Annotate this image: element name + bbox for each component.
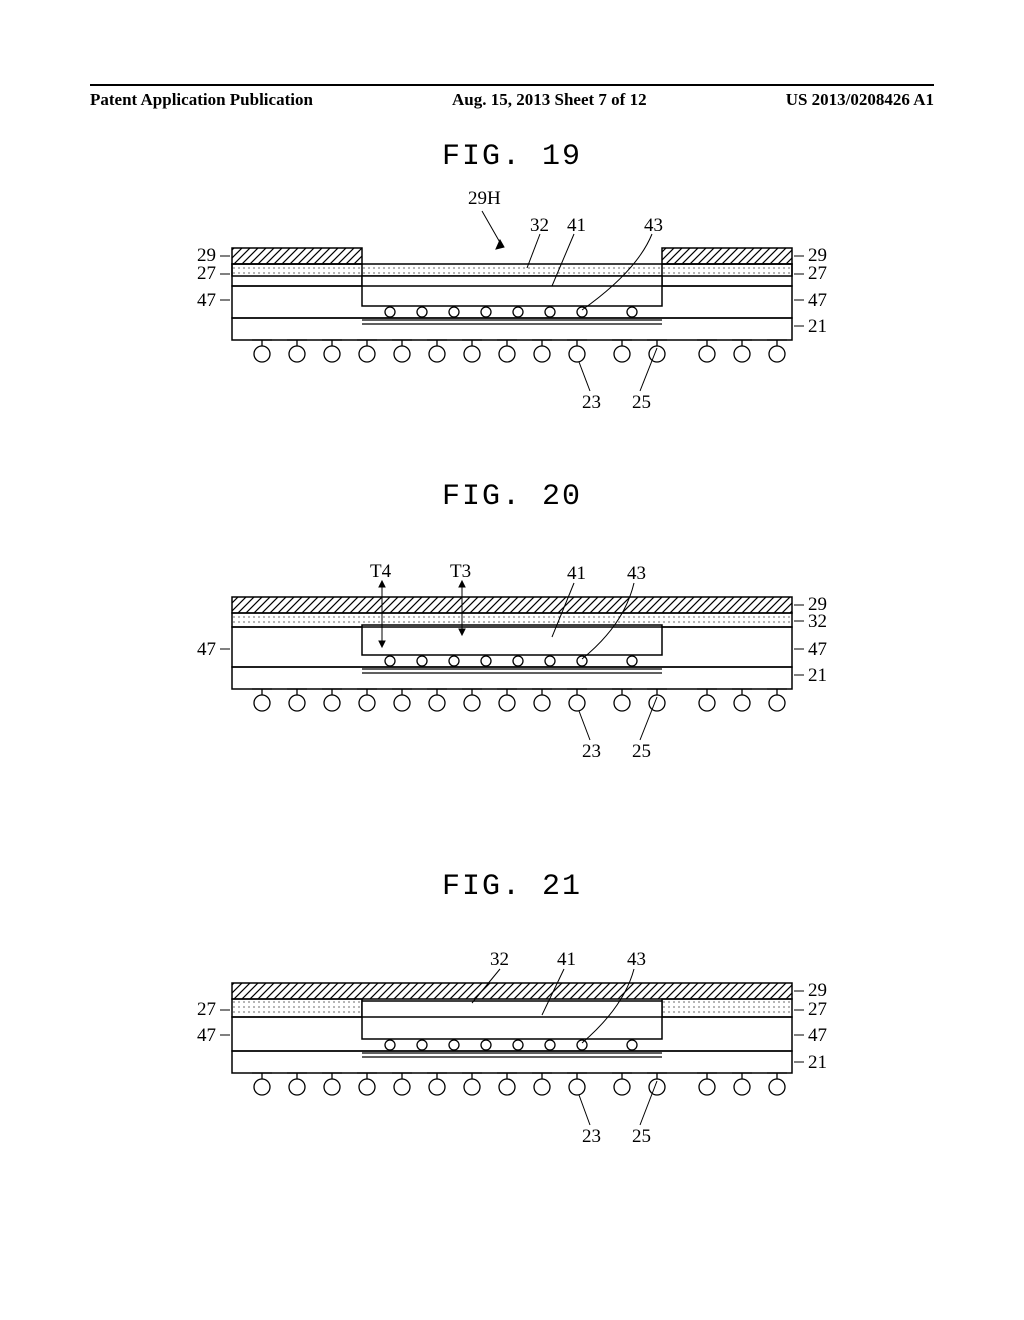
svg-text:43: 43 <box>627 949 646 970</box>
svg-text:47: 47 <box>808 639 827 660</box>
svg-text:21: 21 <box>808 1052 827 1073</box>
fig21-diagram: 32 41 43 27 47 29 27 47 21 23 25 <box>112 945 912 1155</box>
page-header: Patent Application Publication Aug. 15, … <box>90 84 934 110</box>
svg-text:27: 27 <box>197 999 216 1020</box>
svg-text:T3: T3 <box>450 561 471 582</box>
fig19-diagram: 29H 32 41 43 29 27 47 29 27 47 21 23 25 <box>112 186 912 416</box>
svg-text:25: 25 <box>632 1126 651 1147</box>
svg-text:23: 23 <box>582 1126 601 1147</box>
header-right: US 2013/0208426 A1 <box>786 90 934 110</box>
svg-text:43: 43 <box>627 563 646 584</box>
header-left: Patent Application Publication <box>90 90 313 110</box>
label-r21: 21 <box>808 316 827 337</box>
svg-text:47: 47 <box>808 1025 827 1046</box>
label-29H: 29H <box>468 188 501 209</box>
label-43: 43 <box>644 215 663 236</box>
svg-text:21: 21 <box>808 665 827 686</box>
bumps-43 <box>385 307 637 317</box>
label-32: 32 <box>530 215 549 236</box>
label-l27: 27 <box>197 263 216 284</box>
header-center: Aug. 15, 2013 Sheet 7 of 12 <box>452 90 647 110</box>
svg-text:27: 27 <box>808 999 827 1020</box>
label-23: 23 <box>582 392 601 413</box>
svg-text:32: 32 <box>490 949 509 970</box>
label-25: 25 <box>632 392 651 413</box>
svg-text:29: 29 <box>808 980 827 1001</box>
svg-text:23: 23 <box>582 741 601 762</box>
svg-text:41: 41 <box>557 949 576 970</box>
fig19-title: FIG. 19 <box>0 140 1024 174</box>
svg-text:47: 47 <box>197 1025 216 1046</box>
svg-text:47: 47 <box>197 639 216 660</box>
label-r47: 47 <box>808 290 827 311</box>
svg-text:25: 25 <box>632 741 651 762</box>
svg-text:41: 41 <box>567 563 586 584</box>
fig21-title: FIG. 21 <box>0 870 1024 904</box>
svg-text:T4: T4 <box>370 561 392 582</box>
fig20-diagram: T4 T3 41 43 47 29 32 47 21 23 25 <box>112 555 912 765</box>
svg-text:32: 32 <box>808 611 827 632</box>
label-41: 41 <box>567 215 586 236</box>
label-l47: 47 <box>197 290 216 311</box>
fig20-title: FIG. 20 <box>0 480 1024 514</box>
label-r27: 27 <box>808 263 827 284</box>
patent-page: Patent Application Publication Aug. 15, … <box>0 0 1024 1320</box>
